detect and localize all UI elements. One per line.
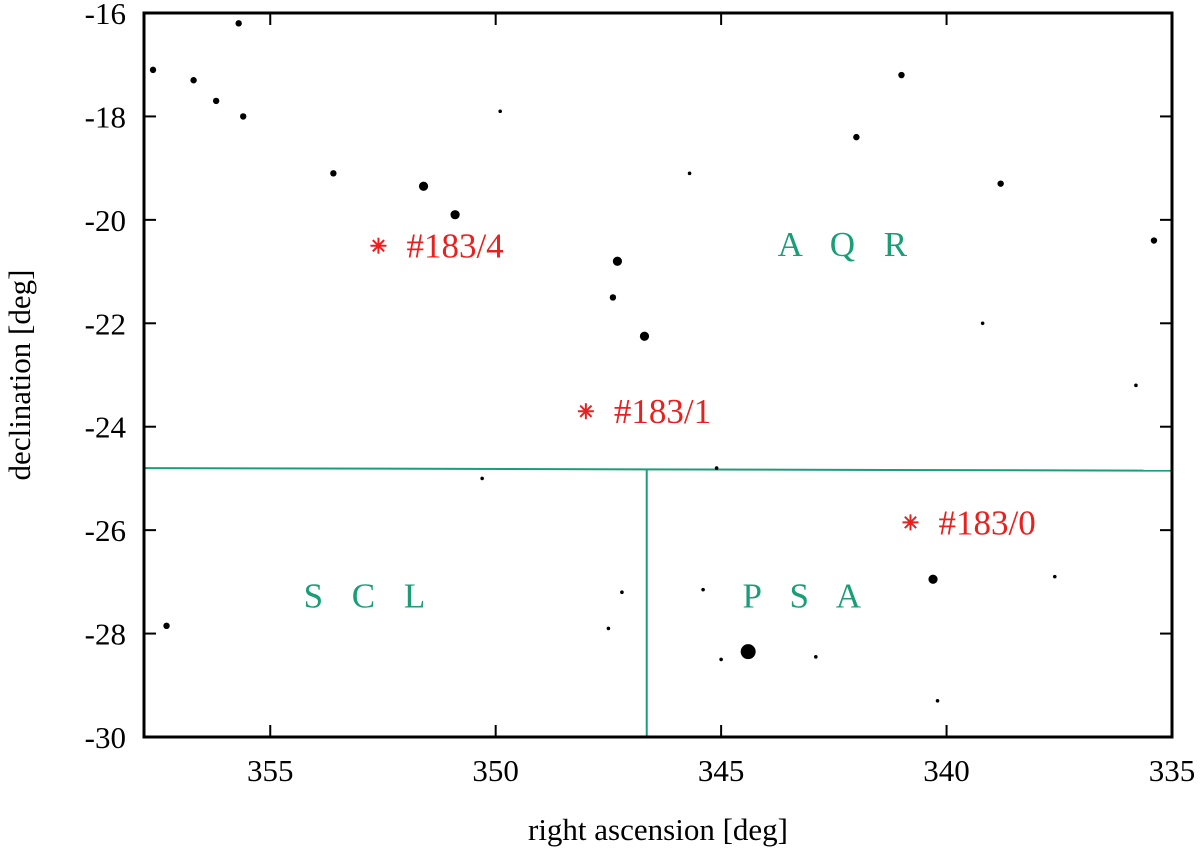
x-tick-label: 350 <box>472 753 519 788</box>
star-point <box>330 170 337 177</box>
star-point <box>498 109 502 114</box>
star-point <box>935 699 940 703</box>
star-point <box>1052 574 1057 579</box>
star-point <box>687 171 692 176</box>
target-marker <box>370 237 387 254</box>
star-point <box>480 476 484 481</box>
constellation-label: S C L <box>304 577 436 616</box>
star-point <box>609 294 617 301</box>
axis-ticks: 355 350 345 340 335 -16 -18 -20 -22 -24 -26 -28 -30 <box>85 0 1196 788</box>
star-point <box>898 71 905 79</box>
target-label: #183/0 <box>938 503 1035 542</box>
y-tick-label: -22 <box>85 306 126 341</box>
star-point <box>149 66 157 74</box>
boundary-line <box>143 467 1173 472</box>
y-tick-label: -18 <box>85 99 126 134</box>
plot-frame <box>142 11 1174 739</box>
star-point <box>740 644 756 660</box>
star-point <box>163 622 170 630</box>
star-point <box>853 133 860 141</box>
constellation-label: P S A <box>743 577 871 616</box>
target-marker <box>902 514 919 531</box>
x-tick-label: 355 <box>247 753 294 788</box>
star-point <box>701 587 705 592</box>
target-marker-stroke <box>372 239 385 253</box>
target-marker <box>577 403 594 420</box>
star-point <box>814 655 818 659</box>
y-tick-label: -16 <box>85 0 126 31</box>
star-point <box>1150 237 1158 244</box>
star-point <box>620 590 624 594</box>
star-point <box>714 466 719 470</box>
star-point <box>612 256 623 266</box>
star-point <box>239 113 247 120</box>
y-axis-title: declination [deg] <box>2 270 37 481</box>
star-point <box>719 657 723 662</box>
star-point <box>190 77 197 84</box>
target-label: #183/4 <box>406 227 503 266</box>
star-point <box>997 180 1004 187</box>
star-point <box>928 574 938 584</box>
constellation-label: A Q R <box>778 225 917 264</box>
chart-marks: #183/4 #183/1 #183/0 A Q R S C L P S A <box>143 20 1173 737</box>
target-marker-stroke <box>579 404 593 418</box>
y-tick-label: -26 <box>85 513 126 548</box>
star-point <box>450 210 460 220</box>
y-tick-label: -30 <box>85 720 126 755</box>
star-point <box>606 626 611 631</box>
star-point <box>1134 383 1138 388</box>
y-tick-label: -28 <box>85 617 126 652</box>
x-tick-label: 345 <box>698 753 745 788</box>
target-marker-stroke <box>904 516 917 529</box>
star-point <box>639 331 650 341</box>
x-tick-label: 335 <box>1149 753 1196 788</box>
x-tick-label: 340 <box>923 753 970 788</box>
x-axis-title: right ascension [deg] <box>528 812 788 847</box>
star-point <box>418 181 429 191</box>
star-point <box>212 97 220 105</box>
y-tick-label: -20 <box>85 203 126 238</box>
y-tick-label: -24 <box>85 410 127 445</box>
target-label: #183/1 <box>614 392 711 431</box>
star-point <box>980 321 985 326</box>
star-point <box>235 20 242 27</box>
